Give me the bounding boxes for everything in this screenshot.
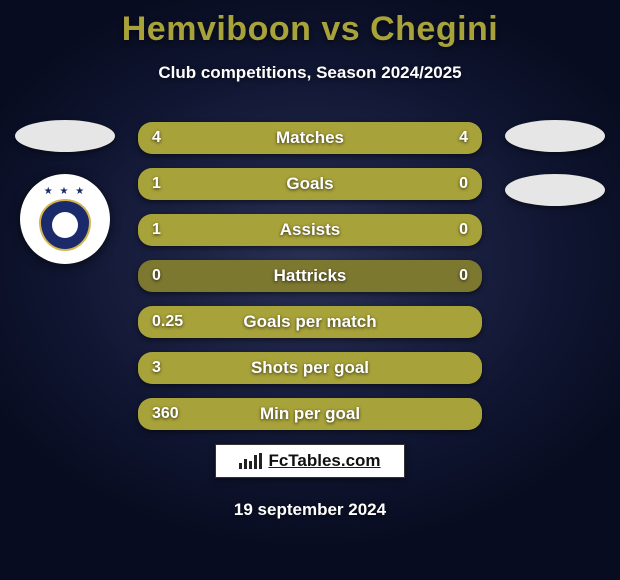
- club-shield-icon: ★ ★ ★: [37, 187, 93, 251]
- bar-label: Assists: [280, 220, 340, 240]
- page-subtitle: Club competitions, Season 2024/2025: [0, 63, 620, 83]
- bar-left-value: 0: [152, 267, 161, 285]
- bar-right-value: 0: [459, 221, 468, 239]
- bar-label: Hattricks: [274, 266, 347, 286]
- stat-bar-row: 0 0 Hattricks: [138, 260, 482, 292]
- stat-bar-row: 0.25 Goals per match: [138, 306, 482, 338]
- bar-fill-left: [138, 214, 406, 246]
- bar-left-value: 3: [152, 359, 161, 377]
- fctables-label: FcTables.com: [268, 451, 380, 471]
- shield-stars-icon: ★ ★ ★: [44, 187, 86, 197]
- club-badge-left: ★ ★ ★: [20, 174, 110, 264]
- bar-label: Goals: [286, 174, 333, 194]
- bar-label: Min per goal: [260, 404, 360, 424]
- bar-label: Matches: [276, 128, 344, 148]
- bar-right-value: 0: [459, 267, 468, 285]
- left-badge-column: ★ ★ ★: [10, 120, 120, 264]
- stat-bars: 4 4 Matches 1 0 Goals 1 0 Assists 0 0 Hattricks 0.25…: [138, 122, 482, 430]
- bar-left-value: 1: [152, 221, 161, 239]
- bar-left-value: 360: [152, 405, 179, 423]
- right-badge-column: [500, 120, 610, 206]
- stat-bar-row: 1 0 Assists: [138, 214, 482, 246]
- bar-fill-right: [406, 214, 482, 246]
- bar-chart-icon: [239, 453, 262, 469]
- page-content: Hemviboon vs Chegini Club competitions, …: [0, 0, 620, 580]
- player-badge-placeholder: [505, 120, 605, 152]
- player-badge-placeholder: [15, 120, 115, 152]
- fctables-link[interactable]: FcTables.com: [215, 444, 405, 478]
- bar-label: Shots per goal: [251, 358, 369, 378]
- stat-bar-row: 4 4 Matches: [138, 122, 482, 154]
- shield-body-icon: [39, 199, 91, 251]
- bar-left-value: 0.25: [152, 313, 183, 331]
- club-badge-placeholder: [505, 174, 605, 206]
- bar-label: Goals per match: [243, 312, 376, 332]
- bar-fill-right: [406, 168, 482, 200]
- bar-fill-left: [138, 168, 406, 200]
- bar-right-value: 4: [459, 129, 468, 147]
- page-title: Hemviboon vs Chegini: [0, 0, 620, 49]
- bar-right-value: 0: [459, 175, 468, 193]
- date-text: 19 september 2024: [234, 500, 386, 520]
- stat-bar-row: 360 Min per goal: [138, 398, 482, 430]
- bar-left-value: 4: [152, 129, 161, 147]
- bar-left-value: 1: [152, 175, 161, 193]
- stat-bar-row: 1 0 Goals: [138, 168, 482, 200]
- stat-bar-row: 3 Shots per goal: [138, 352, 482, 384]
